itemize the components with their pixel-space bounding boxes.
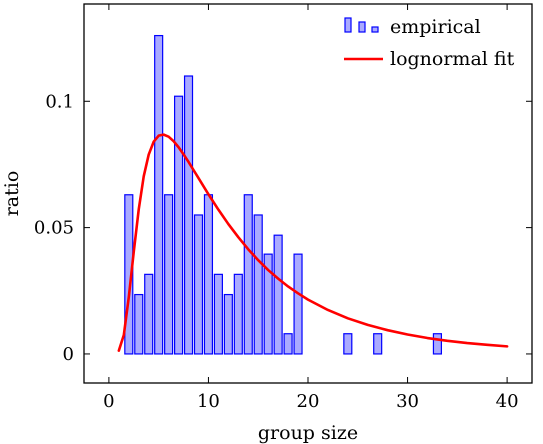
axis-ticks	[84, 4, 532, 383]
x-tick-label: 40	[496, 391, 519, 412]
bar-x-24	[343, 333, 353, 355]
bar-x-27	[373, 333, 383, 355]
bar-x-4	[144, 273, 154, 355]
y-tick-label: 0	[63, 344, 74, 365]
legend: empirical lognormal fit	[344, 16, 515, 70]
bar-x-10	[203, 194, 214, 355]
bar-x-3	[134, 293, 144, 355]
legend-label-lognormal-fit: lognormal fit	[390, 48, 515, 70]
x-tick-label: 30	[396, 391, 419, 412]
x-tick-label: 10	[197, 391, 220, 412]
y-tick-label: 0.1	[45, 91, 74, 112]
plot-area	[117, 34, 509, 355]
bar-x-18	[283, 333, 293, 355]
series-line-lognormal-fit	[117, 133, 509, 352]
legend-bar-swatch	[371, 26, 379, 33]
bar-x-5	[154, 34, 164, 355]
bar-x-17	[273, 234, 283, 355]
legend-bar-swatch	[344, 17, 352, 33]
bar-x-12	[223, 293, 233, 355]
x-axis-label: group size	[258, 422, 358, 444]
bar-x-9	[193, 214, 204, 355]
bar-x-15	[253, 214, 263, 355]
bar-x-8	[183, 75, 194, 355]
legend-bar-icon	[344, 17, 379, 33]
y-axis-label: ratio	[1, 171, 23, 217]
legend-bar-swatch	[358, 21, 366, 33]
bar-x-7	[173, 95, 184, 355]
bar-x-6	[164, 194, 174, 355]
y-tick-label: 0.05	[34, 218, 74, 239]
bar-x-33	[432, 333, 443, 355]
bar-x-2	[124, 194, 134, 355]
bar-x-14	[243, 194, 253, 355]
legend-label-empirical: empirical	[390, 16, 481, 38]
x-tick-label: 20	[297, 391, 320, 412]
bar-x-11	[213, 273, 223, 355]
bar-x-19	[293, 253, 303, 355]
bar-series-empirical	[124, 34, 443, 355]
axis-tick-labels: 0 10 20 30 40 0 0.05 0.1	[34, 91, 519, 412]
x-tick-label: 0	[103, 391, 114, 412]
bar-x-13	[233, 273, 243, 355]
bar-x-16	[263, 253, 273, 355]
